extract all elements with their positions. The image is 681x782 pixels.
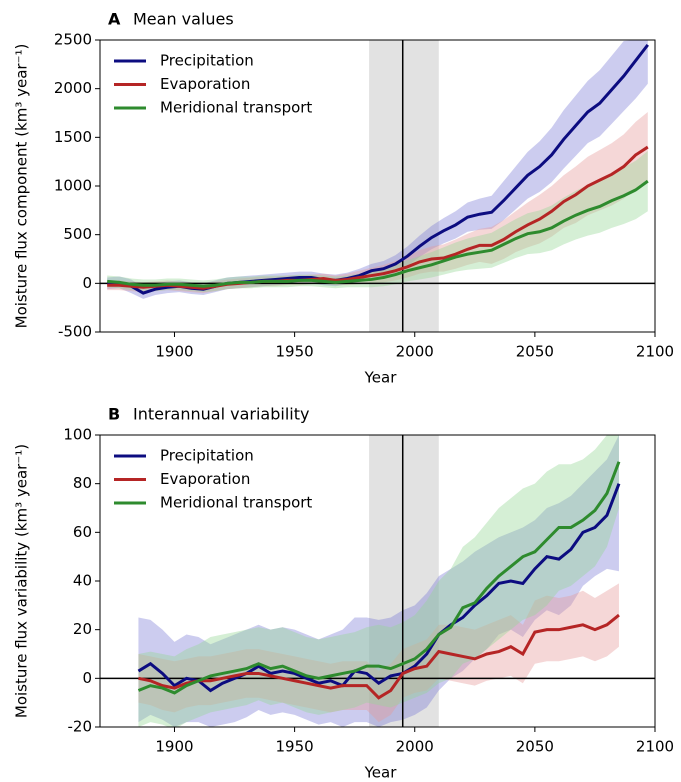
clipped [100,40,655,332]
uncertainty-band [107,150,648,293]
x-tick-label: 1950 [276,343,314,361]
y-axis-label: Moisture flux variability (km³ year⁻¹) [13,444,31,718]
panel-title: Interannual variability [133,405,309,424]
x-tick-label: 1950 [276,738,314,756]
panel-title: Mean values [133,10,234,29]
uncertainty-band [138,435,619,727]
clipped [100,435,655,727]
plot-area [100,435,655,727]
x-tick-label: 2100 [636,343,674,361]
y-tick-label: 1000 [54,177,92,195]
reference-span [369,40,439,332]
x-axis-label: Year [364,369,398,387]
series-line [137,461,621,695]
x-tick-label: 1900 [155,343,193,361]
uncertainty-band [138,435,619,727]
uncertainty-band [107,112,648,294]
series-line [138,613,620,700]
legend-label: Meridional transport [160,494,312,512]
x-axis-label: Year [364,764,398,782]
legend-label: Evaporation [160,75,250,93]
y-tick-label: 80 [73,474,92,492]
y-tick-label: -500 [58,323,92,341]
series-line [107,145,649,290]
x-tick-label: 1900 [155,738,193,756]
y-tick-label: -20 [68,718,93,736]
legend-label: Precipitation [160,447,254,465]
y-tick-label: 500 [63,225,92,243]
panel-label: B [108,405,120,424]
series-line [137,483,621,693]
x-tick-label: 2100 [636,738,674,756]
x-tick-label: 2000 [396,343,434,361]
panel-label: A [108,10,121,29]
y-tick-label: 0 [82,274,92,292]
y-tick-label: 2000 [54,79,92,97]
x-tick-label: 2050 [516,738,554,756]
legend-label: Meridional transport [160,99,312,117]
legend-label: Precipitation [160,52,254,70]
y-axis-label: Moisture flux component (km³ year⁻¹) [13,44,31,329]
y-tick-label: 0 [82,669,92,687]
y-tick-label: 100 [63,426,92,444]
x-tick-label: 2050 [516,343,554,361]
y-tick-label: 20 [73,620,92,638]
y-tick-label: 1500 [54,128,92,146]
y-tick-label: 2500 [54,31,92,49]
legend-label: Evaporation [160,470,250,488]
y-tick-label: 40 [73,572,92,590]
plot-area [100,40,655,332]
y-tick-label: 60 [73,523,92,541]
uncertainty-band [138,583,619,723]
series-line [107,179,649,288]
uncertainty-band [107,40,648,299]
x-tick-label: 2000 [396,738,434,756]
